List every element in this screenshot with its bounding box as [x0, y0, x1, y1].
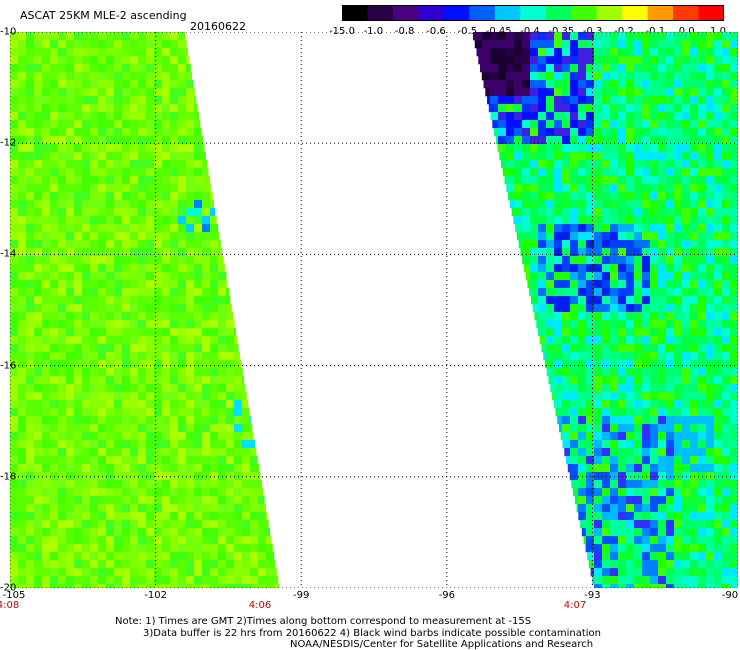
swath-time-left: 4:08 [0, 600, 20, 611]
swath-right [473, 32, 738, 588]
colorbar-swatch [392, 5, 419, 21]
latitude-label: -14 [0, 248, 17, 260]
colorbar-swatch [520, 5, 547, 21]
colorbar-swatch [596, 5, 623, 21]
colorbar-tick-label: -0.1 [645, 26, 666, 37]
colorbar-swatch [545, 5, 572, 21]
colorbar-tick-label: -0.2 [614, 26, 634, 37]
swath-time-middle: 4:06 [248, 600, 272, 611]
colorbar-tick-label: -0.6 [426, 26, 446, 37]
latitude-label: -18 [0, 471, 17, 483]
latitude-label: -16 [0, 360, 17, 372]
colorbar-tick-label: -0.3 [582, 26, 603, 37]
longitude-label: -93 [584, 590, 601, 601]
product-date: 20160622 [190, 20, 246, 33]
product-title: ASCAT 25KM MLE-2 ascending [20, 9, 187, 22]
colorbar-swatch [367, 5, 394, 21]
colorbar-swatch [494, 5, 521, 21]
colorbar [342, 5, 724, 21]
colorbar-swatch [469, 5, 496, 21]
note-line-1: Note: 1) Times are GMT 2)Times along bot… [115, 616, 532, 627]
latitude-label: -10 [0, 26, 17, 38]
note-line-3: NOAA/NESDIS/Center for Satellite Applica… [290, 639, 594, 650]
latitude-label: -20 [0, 582, 17, 594]
longitude-label: -96 [438, 590, 455, 601]
colorbar-swatch [342, 5, 368, 21]
graticule [10, 32, 738, 588]
longitude-label: -99 [293, 590, 310, 601]
swath-left [10, 32, 280, 588]
colorbar-swatch [418, 5, 445, 21]
colorbar-tick-label: -0.5 [457, 26, 478, 37]
longitude-label: -105 [2, 590, 26, 601]
note-line-2: 3)Data buffer is 22 hrs from 20160622 4)… [143, 628, 601, 639]
colorbar-swatch [673, 5, 700, 21]
latitude-label: -12 [0, 137, 17, 149]
colorbar-tick-label: -1.0 [363, 26, 384, 37]
map-plot [10, 32, 738, 588]
colorbar-swatch [698, 5, 724, 21]
longitude-label: -102 [144, 590, 167, 601]
swath-time-right: 4:07 [563, 600, 587, 611]
colorbar-swatch [622, 5, 649, 21]
longitude-label: -90 [721, 590, 739, 601]
colorbar-tick-label: -0.35 [548, 26, 575, 37]
colorbar-swatch [571, 5, 598, 21]
colorbar-swatch [647, 5, 674, 21]
colorbar-swatch [443, 5, 470, 21]
colorbar-tick-label: -0.8 [394, 26, 415, 37]
